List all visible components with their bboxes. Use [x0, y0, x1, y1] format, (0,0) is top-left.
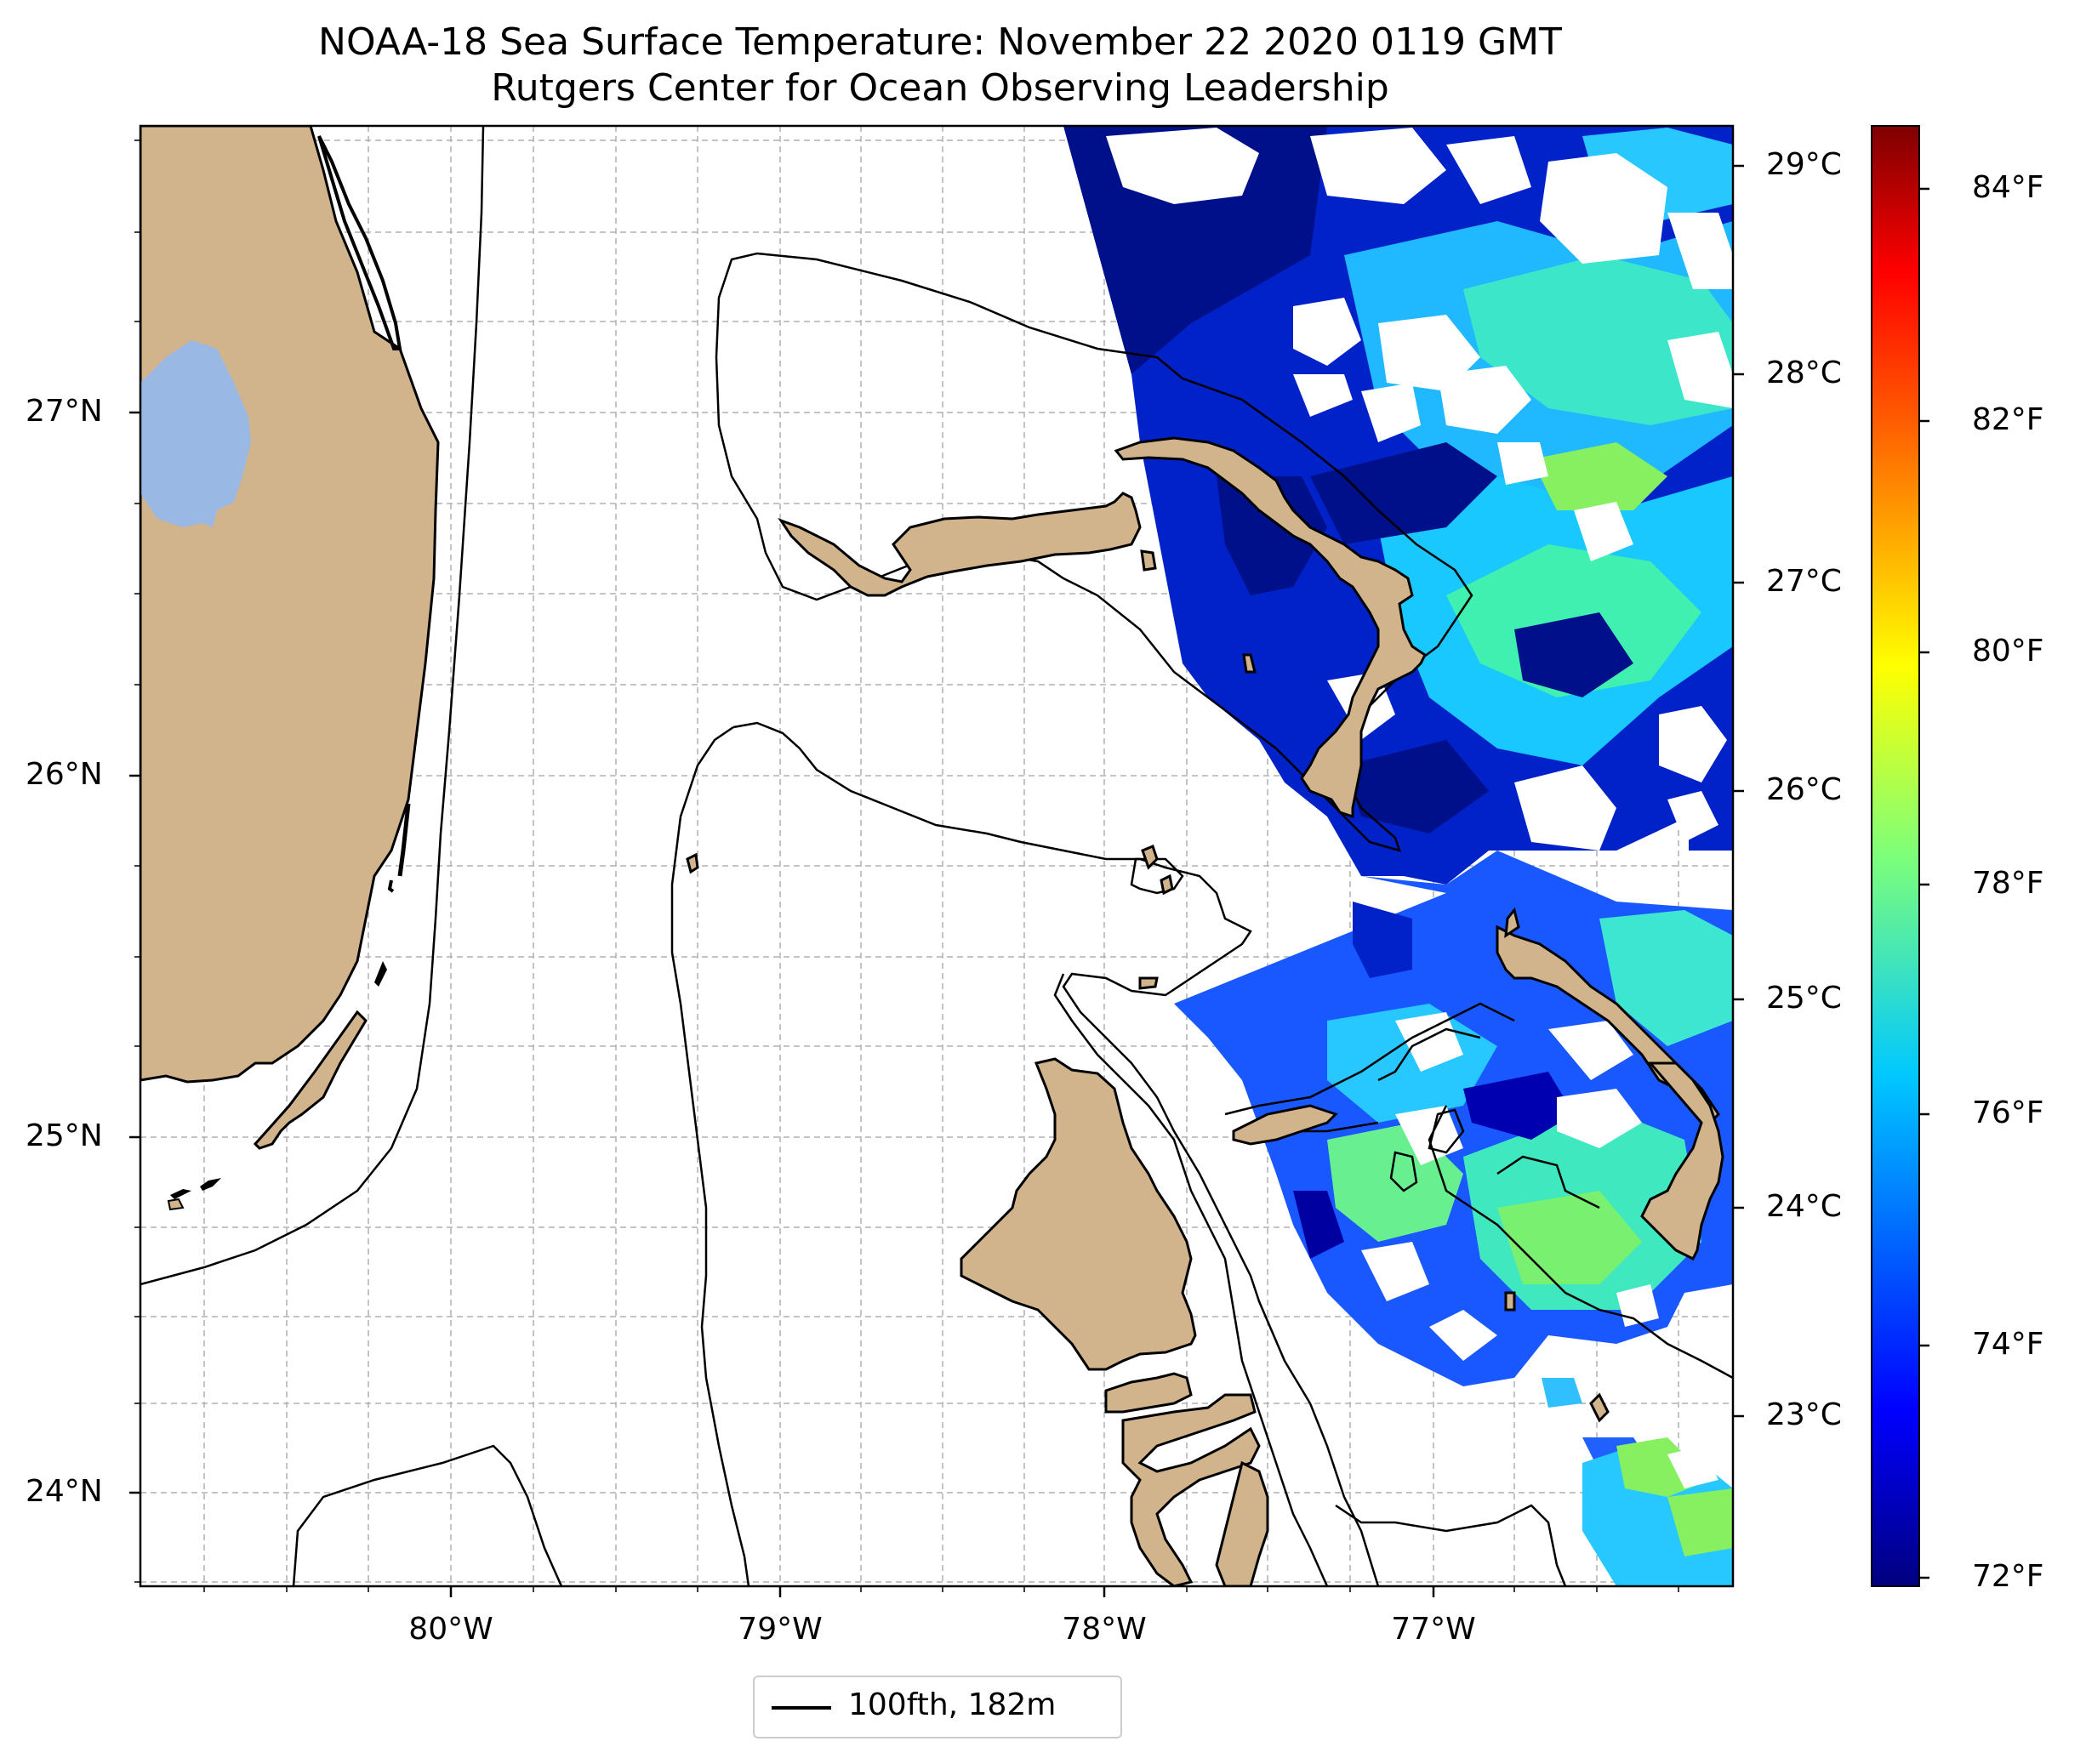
florida-land: [140, 126, 440, 1211]
sst-swath-north: [1063, 126, 1733, 885]
cb-f-76: 76°F: [1972, 1095, 2044, 1130]
legend-line-swatch: [772, 1706, 831, 1710]
bahamas-islands: [686, 436, 1724, 1586]
cb-c-26: 26°C: [1766, 772, 1842, 807]
map-area: [140, 126, 1733, 1586]
lat-label-24: 24°N: [26, 1474, 103, 1509]
lon-label-80: 80°W: [408, 1612, 493, 1647]
cb-f-80: 80°F: [1972, 634, 2044, 669]
lon-label-77: 77°W: [1391, 1612, 1476, 1647]
lon-label-79: 79°W: [738, 1612, 823, 1647]
colorbar: [1871, 125, 1920, 1587]
cb-c-25: 25°C: [1766, 981, 1842, 1016]
cb-f-74: 74°F: [1972, 1327, 2044, 1362]
cb-c-28: 28°C: [1766, 356, 1842, 390]
minor-ticks: [134, 139, 1679, 1592]
lat-label-25: 25°N: [26, 1118, 103, 1153]
cb-c-29: 29°C: [1766, 147, 1842, 182]
cb-f-78: 78°F: [1972, 866, 2044, 901]
legend: 100fth, 182m: [753, 1676, 1122, 1738]
cb-f-72: 72°F: [1972, 1559, 2044, 1594]
cb-f-82: 82°F: [1972, 402, 2044, 437]
cb-f-84: 84°F: [1972, 170, 2044, 205]
isobath-100fth: [140, 126, 1733, 1586]
map-frame: [139, 124, 1735, 1588]
map-subtitle: Rutgers Center for Ocean Observing Leade…: [491, 66, 1389, 110]
lat-label-26: 26°N: [26, 757, 103, 792]
axis-ticks: [129, 164, 1744, 1597]
cb-c-23: 23°C: [1766, 1397, 1842, 1432]
cb-c-27: 27°C: [1766, 564, 1842, 599]
map-title: NOAA-18 Sea Surface Temperature: Novembe…: [318, 20, 1562, 64]
lon-label-78: 78°W: [1062, 1612, 1147, 1647]
cb-c-24: 24°C: [1766, 1189, 1842, 1224]
legend-label: 100fth, 182m: [848, 1687, 1057, 1722]
colorbar-ticks: [1919, 187, 1929, 1579]
lat-label-27: 27°N: [26, 394, 103, 429]
